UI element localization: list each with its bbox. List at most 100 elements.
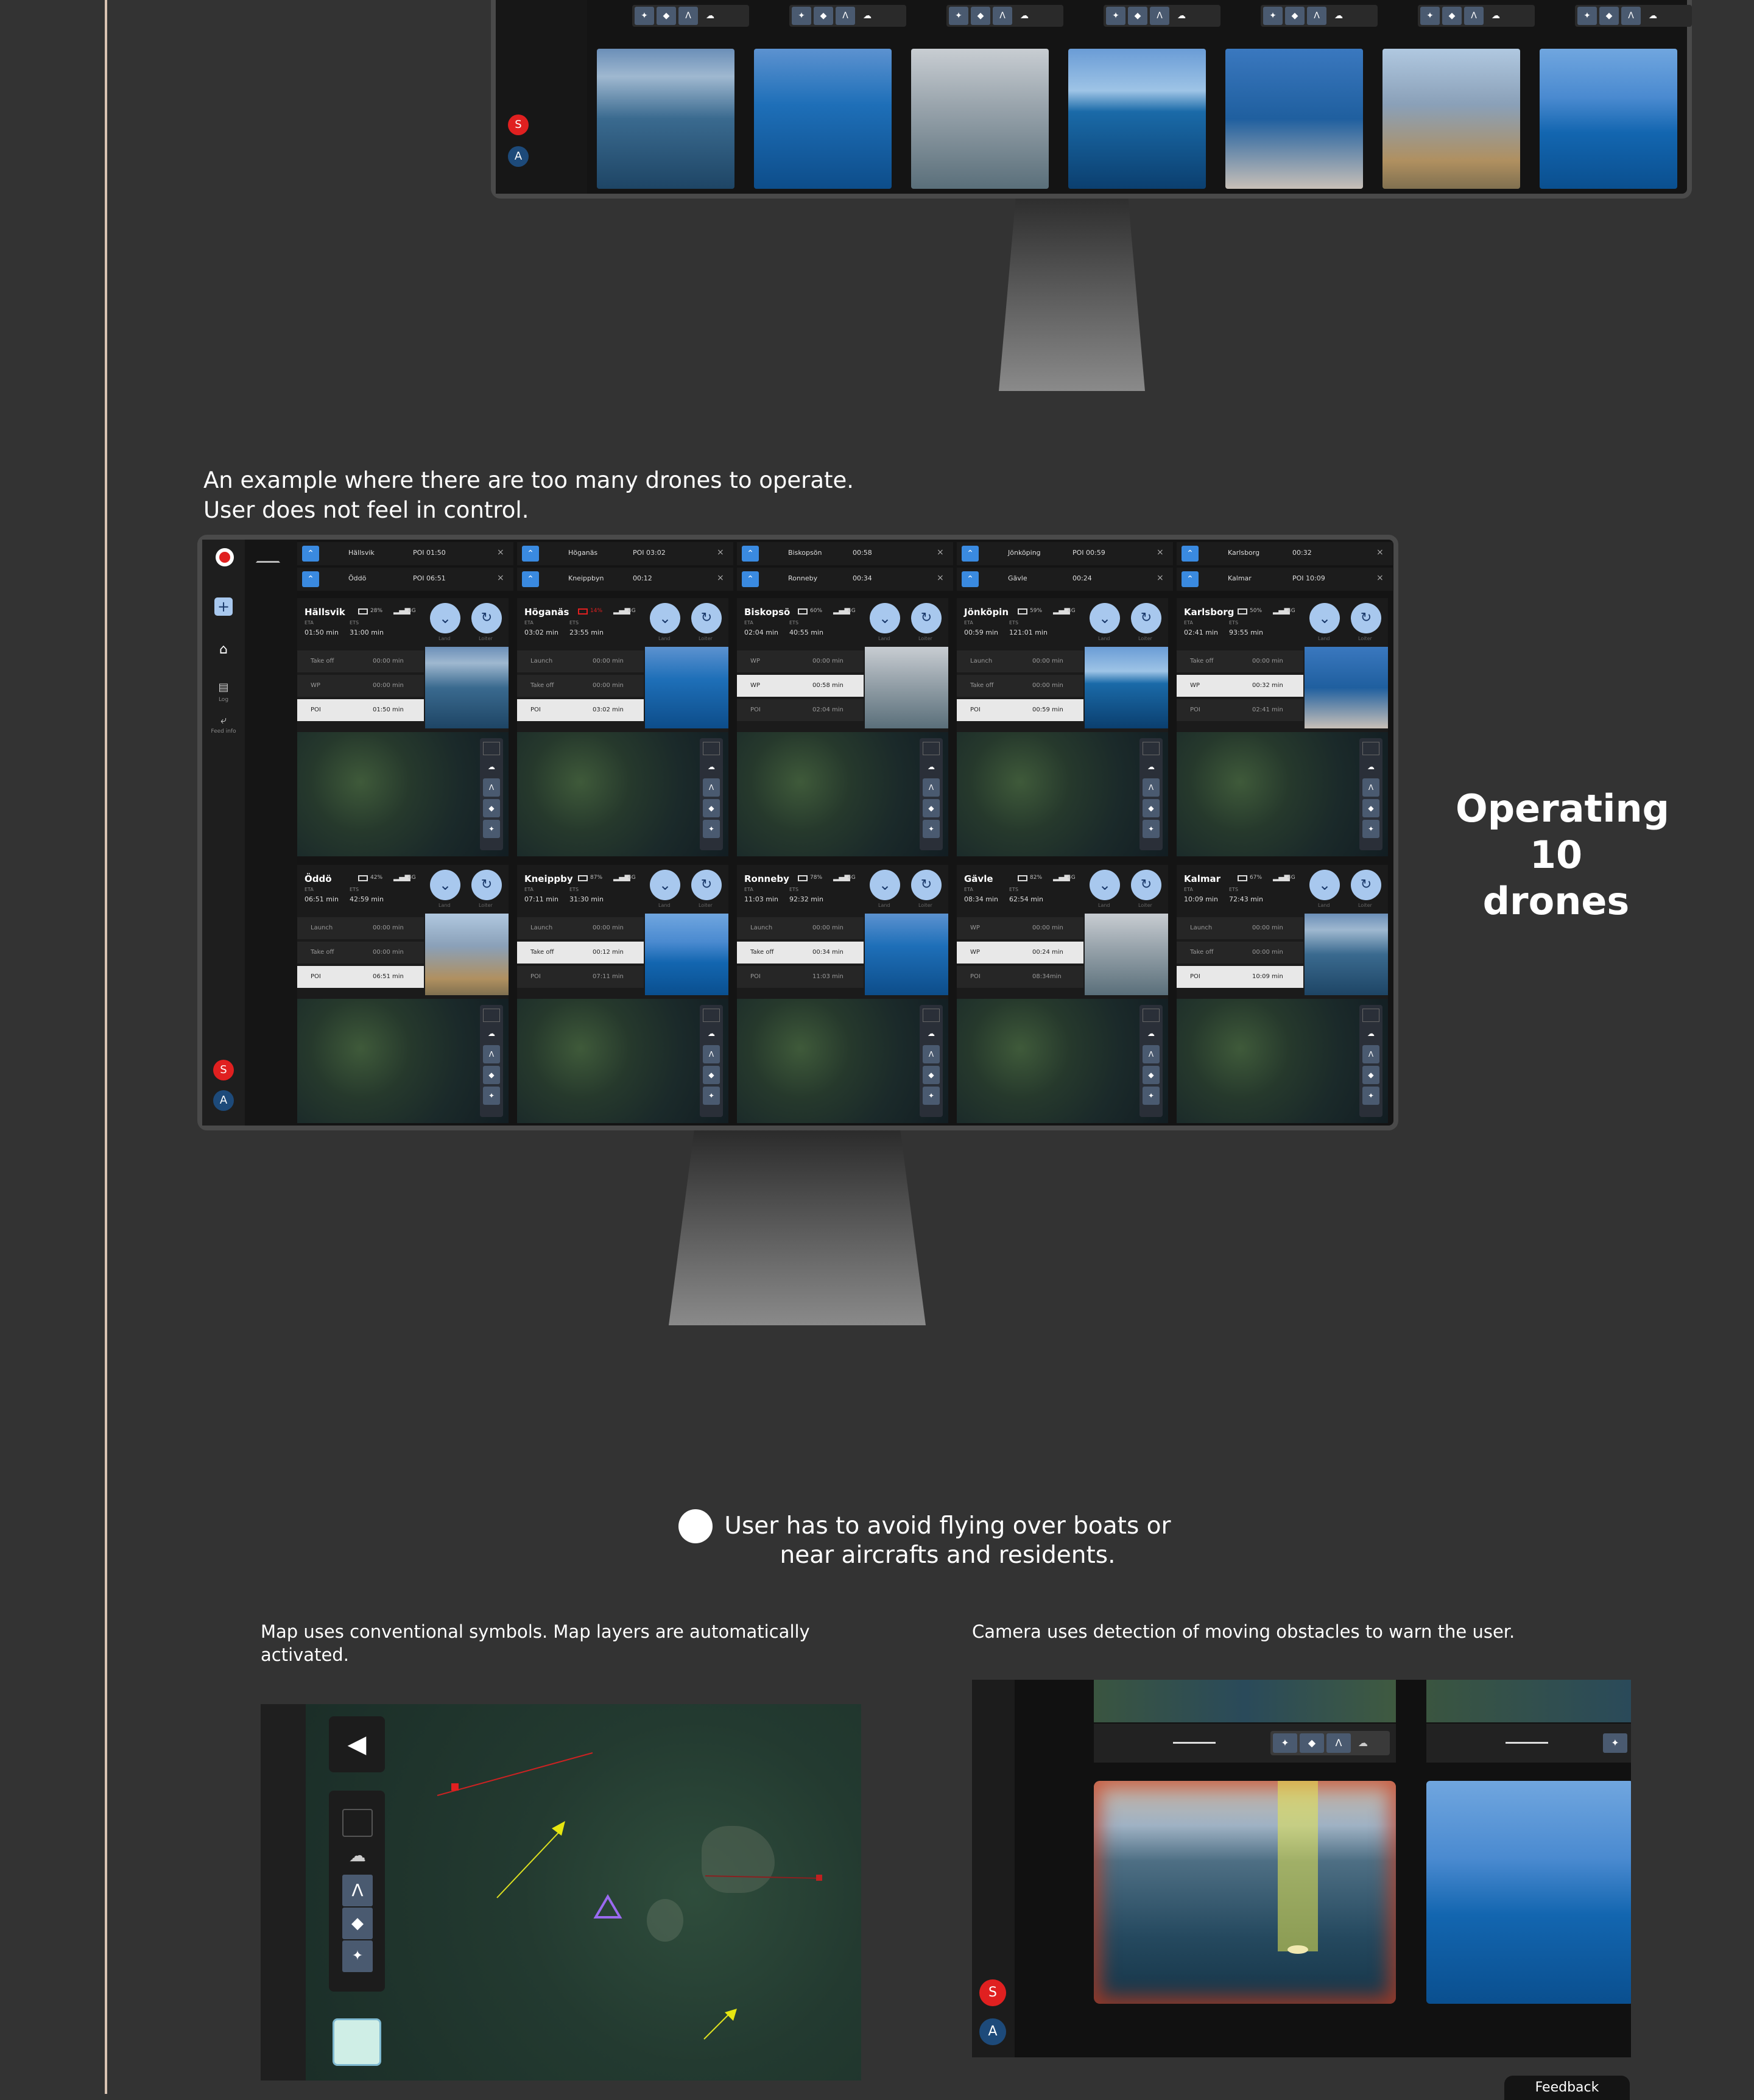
drone-layer-icon[interactable]: ✦ [792,7,811,25]
drone-layer-icon[interactable]: ✦ [1603,1733,1627,1753]
drone-layer-icon[interactable]: ✦ [1273,1733,1297,1753]
weather-icon[interactable]: ☁ [1334,11,1343,21]
close-icon[interactable]: × [1376,573,1384,583]
map-toolbar-slot[interactable] [1143,742,1160,755]
aircraft-layer-icon[interactable]: Λ [923,778,940,797]
waypoint-row[interactable] [957,966,1083,988]
waypoint-row[interactable] [1177,650,1303,672]
waypoint-row[interactable] [1177,699,1303,721]
weather-icon[interactable]: ☁ [928,1029,935,1038]
aircraft-layer-icon[interactable]: Λ [703,1045,720,1063]
camera-feed[interactable] [425,914,509,995]
map-toolbar-slot[interactable] [703,742,720,755]
aircraft-layer-icon[interactable]: Λ [678,7,698,25]
map-toolbar-slot[interactable] [1362,742,1379,755]
boat-layer-icon[interactable]: ◆ [483,1066,500,1084]
status-badge-a[interactable]: A [508,146,529,167]
boat-layer-icon[interactable]: ◆ [657,7,676,25]
drone-layer-icon[interactable]: ✦ [1362,1087,1379,1105]
aircraft-layer-icon[interactable]: Λ [1621,7,1641,25]
drone-layer-icon[interactable]: ✦ [703,1087,720,1105]
mini-map[interactable] [517,999,728,1123]
waypoint-row[interactable] [957,942,1083,964]
altitude-slider[interactable] [1506,1742,1548,1744]
aircraft-layer-icon[interactable]: Λ [1143,778,1160,797]
map-style-thumbnail[interactable] [333,2018,381,2066]
status-badge-s[interactable]: S [213,1060,234,1080]
drone-tab[interactable]: ⌃ Hällsvik POI 01:50 × [297,542,513,565]
weather-icon[interactable]: ☁ [1147,763,1155,771]
feedback-button[interactable]: Feedback [1504,2076,1630,2100]
drone-layer-icon[interactable]: ✦ [635,7,654,25]
mini-map[interactable] [517,732,728,856]
log-icon[interactable]: ▤ [218,681,229,694]
weather-icon[interactable]: ☁ [349,1845,366,1866]
status-badge-a[interactable]: A [979,2018,1006,2045]
close-icon[interactable]: × [937,548,944,557]
status-badge-s[interactable]: S [508,115,529,135]
waypoint-row[interactable] [1177,966,1303,988]
camera-feed[interactable] [865,914,948,995]
land-button[interactable]: ⌄ [650,603,680,633]
waypoint-row[interactable] [297,650,424,672]
weather-icon[interactable]: ☁ [708,1029,715,1038]
aircraft-layer-icon[interactable]: Λ [483,1045,500,1063]
aircraft-layer-icon[interactable]: Λ [1150,7,1169,25]
drone-card[interactable]: Karlsborg 50% ▂▄▆ 4G ETA ETS 02:41 min 93:55 mi… [1177,598,1388,856]
weather-icon[interactable]: ☁ [863,11,872,21]
drone-card[interactable]: Öddö 42% ▂▄▆ 4G ETA ETS 06:51 min 42:59 min ⌄ ↻ La… [297,865,509,1123]
waypoint-row[interactable] [737,917,864,939]
camera-feed[interactable] [645,914,728,995]
home-icon[interactable]: ⌂ [219,642,228,657]
aircraft-layer-icon[interactable]: Λ [342,1875,373,1906]
drone-layer-icon[interactable]: ✦ [923,820,940,838]
drone-tab[interactable]: ⌃ Ronneby 00:34 × [737,568,953,591]
aircraft-layer-icon[interactable]: Λ [1362,778,1379,797]
waypoint-row[interactable] [737,650,864,672]
waypoint-row[interactable] [737,675,864,697]
drone-layer-icon[interactable]: ✦ [1577,7,1597,25]
mini-map[interactable] [737,999,948,1123]
red-cross-icon[interactable] [216,548,234,566]
drone-tab[interactable]: ⌃ Kneippbyn 00:12 × [517,568,733,591]
camera-feed[interactable] [1305,914,1388,995]
waypoint-row[interactable] [517,917,644,939]
land-button[interactable]: ⌄ [870,603,900,633]
land-button[interactable]: ⌄ [650,870,680,900]
waypoint-row[interactable] [957,699,1083,721]
close-icon[interactable]: × [717,548,724,557]
map-toolbar-slot[interactable] [483,1009,500,1022]
boat-layer-icon[interactable]: ◆ [923,1066,940,1084]
add-drone-button[interactable]: + [214,597,233,616]
close-icon[interactable]: × [717,573,724,583]
camera-feed[interactable] [865,647,948,728]
boat-layer-icon[interactable]: ◆ [1362,1066,1379,1084]
weather-icon[interactable]: ☁ [708,763,715,771]
loiter-button[interactable]: ↻ [1131,603,1161,633]
boat-layer-icon[interactable]: ◆ [1143,799,1160,817]
drone-tab[interactable]: ⌃ Öddö POI 06:51 × [297,568,513,591]
waypoint-row[interactable] [957,917,1083,939]
camera-feed-thumb-6[interactable] [1382,49,1520,189]
boat-layer-icon[interactable]: ◆ [703,799,720,817]
camera-feed-thumb-2[interactable] [754,49,892,189]
drone-card[interactable]: Biskopsö 60% ▂▄▆ 4G ETA ETS 02:04 min 40:55 min… [737,598,948,856]
map-toolbar-slot[interactable] [703,1009,720,1022]
drone-layer-icon[interactable]: ✦ [1263,7,1283,25]
aircraft-layer-icon[interactable]: Λ [483,778,500,797]
weather-icon[interactable]: ☁ [1177,11,1186,21]
close-icon[interactable]: × [497,548,504,557]
map-toolbar-slot[interactable] [923,742,940,755]
camera-feed[interactable] [1085,647,1168,728]
waypoint-row[interactable] [1177,917,1303,939]
loiter-button[interactable]: ↻ [691,870,722,900]
mini-map[interactable] [957,999,1168,1123]
drone-card[interactable]: Höganäs 14% ▂▄▆ 4G ETA ETS 03:02 min 23:55 min ⌄… [517,598,728,856]
weather-icon[interactable]: ☁ [1649,11,1657,21]
loiter-button[interactable]: ↻ [911,870,942,900]
waypoint-row[interactable] [517,650,644,672]
weather-icon[interactable]: ☁ [1358,1737,1368,1749]
close-icon[interactable]: × [497,573,504,583]
boat-layer-icon[interactable]: ◆ [1300,1733,1324,1753]
drone-layer-icon[interactable]: ✦ [342,1940,373,1972]
